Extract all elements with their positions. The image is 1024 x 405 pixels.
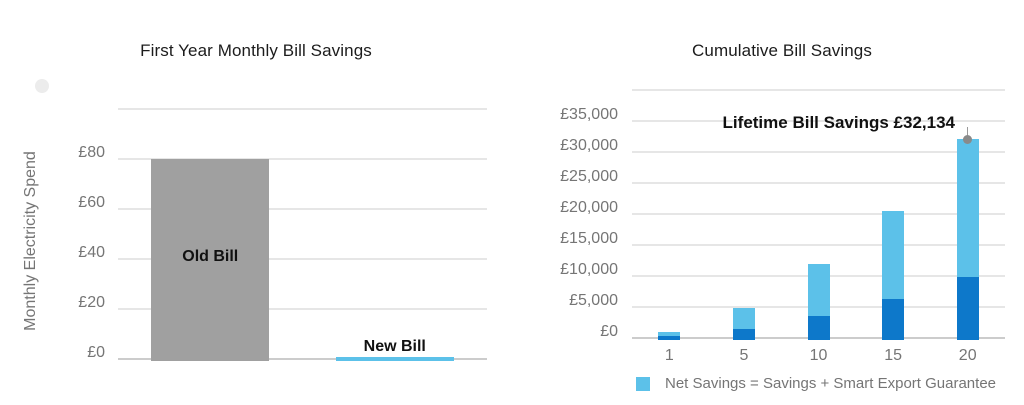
- y-tick-label: £40: [78, 244, 105, 261]
- gridline: [632, 151, 1005, 153]
- bar-label-new-bill: New Bill: [363, 337, 426, 355]
- x-tick-label-year-5: 5: [739, 347, 749, 364]
- bar-year-1-base[interactable]: [658, 336, 681, 340]
- y-tick-label: £5,000: [569, 292, 618, 309]
- x-tick-label-year-1: 1: [664, 347, 674, 364]
- gridline: [632, 244, 1005, 246]
- y-tick-label: £15,000: [560, 230, 618, 247]
- y-tick-label: £80: [78, 144, 105, 161]
- plot-area-cumulative: 1 5 10 15 20: [632, 89, 1005, 364]
- y-tick-label: £0: [600, 323, 618, 340]
- bar-label-old-bill: Old Bill: [182, 248, 239, 265]
- x-tick-label-year-10: 10: [809, 347, 828, 364]
- bar-year-15-net-savings[interactable]: [882, 210, 905, 299]
- chart-title-first-year: First Year Monthly Bill Savings: [140, 41, 372, 60]
- y-tick-label: £20,000: [560, 199, 618, 216]
- gridline: [118, 158, 487, 160]
- cumulative-bill-savings-chart: Cumulative Bill Savings 1 5 10 15 20 Lifetim…: [512, 0, 1024, 405]
- gridline: [632, 89, 1005, 91]
- gridline: [632, 120, 1005, 122]
- gridline: [118, 208, 487, 210]
- bar-year-5-base[interactable]: [732, 329, 755, 340]
- y-tick-label: £60: [78, 194, 105, 211]
- lifetime-savings-annotation: Lifetime Bill Savings £32,134: [722, 113, 955, 132]
- bar-year-20-base[interactable]: [956, 277, 979, 340]
- x-axis-baseline: [118, 358, 487, 360]
- bar-year-15-base[interactable]: [882, 298, 905, 340]
- bar-old-bill[interactable]: [151, 159, 270, 361]
- y-tick-label: £30,000: [560, 137, 618, 154]
- bar-year-20-net-savings[interactable]: [956, 138, 979, 278]
- x-tick-label-year-15: 15: [884, 347, 902, 364]
- annotation-marker-dot: [963, 134, 973, 144]
- legend-swatch-net-savings: [636, 376, 650, 391]
- gridline: [118, 308, 487, 310]
- decorative-dot: [35, 79, 49, 93]
- gridline: [632, 213, 1005, 215]
- plot-area-first-year: Old Bill New Bill: [118, 108, 487, 361]
- gridline: [632, 182, 1005, 184]
- y-tick-label: £25,000: [560, 168, 618, 185]
- y-tick-label: £0: [87, 344, 105, 361]
- gridline: [118, 258, 487, 260]
- chart-title-cumulative: Cumulative Bill Savings: [692, 41, 872, 60]
- annotation-stem: [966, 126, 969, 139]
- bar-year-1-net-savings[interactable]: [658, 331, 681, 337]
- legend: Net Savings = Savings + Smart Export Gua…: [636, 375, 996, 392]
- first-year-monthly-bill-savings-chart: First Year Monthly Bill Savings Monthly …: [22, 41, 487, 361]
- y-tick-label: £20: [78, 294, 105, 311]
- bar-new-bill[interactable]: [335, 356, 454, 361]
- y-tick-label: £10,000: [560, 261, 618, 278]
- bar-year-5-net-savings[interactable]: [732, 308, 755, 330]
- bar-year-10-base[interactable]: [807, 315, 830, 340]
- bar-year-10-net-savings[interactable]: [807, 264, 830, 316]
- x-tick-label-year-20: 20: [958, 347, 977, 364]
- legend-label-net-savings: Net Savings = Savings + Smart Export Gua…: [665, 375, 997, 392]
- y-tick-label: £35,000: [560, 106, 618, 123]
- gridline: [118, 108, 487, 110]
